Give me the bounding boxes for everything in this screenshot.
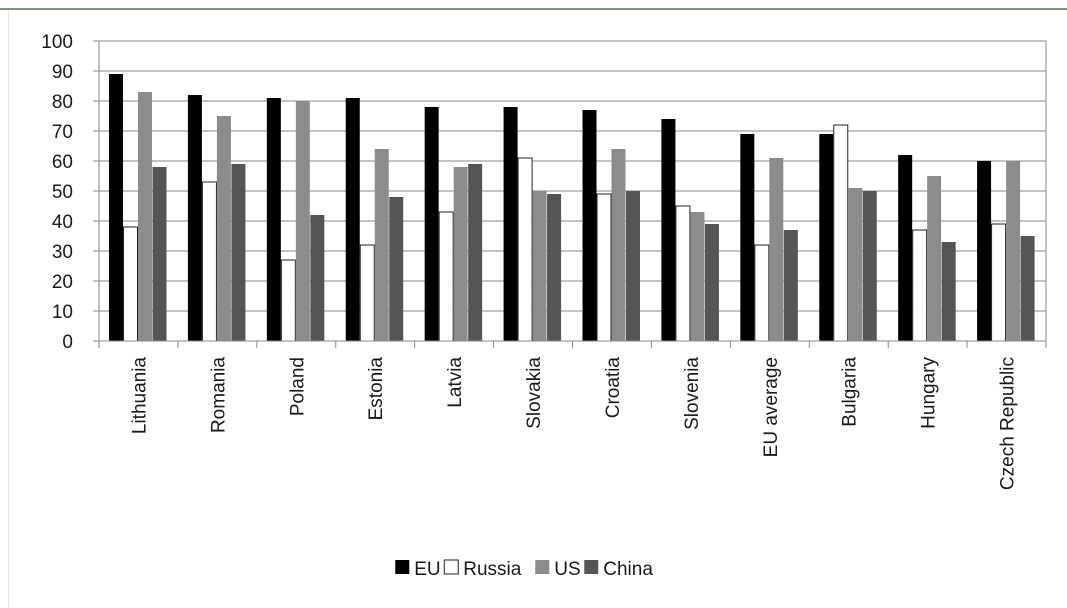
bar-eu-latvia [425,107,439,341]
bar-eu-estonia [346,98,360,341]
bar-russia-croatia [597,194,611,341]
bar-us-slovakia [533,191,547,341]
bar-eu-poland [267,98,281,341]
bar-russia-bulgaria [834,125,848,341]
bar-eu-slovakia [504,107,518,341]
bar-eu-lithuania [109,74,123,341]
bar-eu-romania [188,95,202,341]
legend-swatch-russia [444,560,458,574]
bar-china-poland [310,215,324,341]
legend-label-russia: Russia [463,559,522,580]
x-category-label: Slovakia [524,357,545,429]
bar-russia-slovenia [676,206,690,341]
bar-russia-poland [281,260,295,341]
bar-russia-czech-republic [992,224,1006,341]
x-category-label: EU average [761,357,782,457]
legend-label-china: China [603,559,653,580]
y-tick-label: 100 [41,32,73,53]
bar-eu-hungary [898,155,912,341]
bar-us-bulgaria [848,188,862,341]
y-tick-label: 50 [52,182,73,203]
bar-china-czech-republic [1021,236,1035,341]
y-tick-label: 20 [52,272,73,293]
bar-eu-eu-average [740,134,754,341]
bar-russia-slovakia [518,158,532,341]
bar-us-poland [296,101,310,341]
bar-us-eu-average [769,158,783,341]
bar-eu-czech-republic [977,161,991,341]
bar-us-romania [217,116,231,341]
bar-china-hungary [942,242,956,341]
y-tick-label: 40 [52,212,73,233]
bar-us-hungary [927,176,941,341]
x-category-label: Poland [287,357,308,416]
legend-label-us: US [554,559,580,580]
y-tick-label: 30 [52,242,73,263]
bar-china-lithuania [153,167,167,341]
bar-russia-eu-average [755,245,769,341]
bar-china-estonia [389,197,403,341]
x-category-label: Estonia [366,357,387,421]
x-category-label: Slovenia [682,357,703,430]
bar-eu-bulgaria [819,134,833,341]
bar-eu-croatia [583,110,597,341]
bar-china-slovakia [547,194,561,341]
bar-china-croatia [626,191,640,341]
x-category-label: Czech Republic [998,357,1019,490]
bar-russia-hungary [913,230,927,341]
legend-swatch-eu [395,560,409,574]
bar-eu-slovenia [661,119,675,341]
bar-russia-romania [202,182,216,341]
bar-us-slovenia [690,212,704,341]
bar-china-eu-average [784,230,798,341]
bar-us-croatia [612,149,626,341]
legend-swatch-us [535,560,549,574]
y-tick-label: 60 [52,152,73,173]
x-category-label: Hungary [919,357,940,429]
bar-us-estonia [375,149,389,341]
y-tick-label: 80 [52,92,73,113]
x-category-label: Croatia [603,357,624,419]
y-tick-label: 70 [52,122,73,143]
legend-label-eu: EU [414,559,440,580]
y-tick-label: 10 [52,302,73,323]
x-category-label: Latvia [445,357,466,408]
bar-china-slovenia [705,224,719,341]
bar-russia-latvia [439,212,453,341]
bar-china-latvia [468,164,482,341]
x-category-label: Bulgaria [840,357,861,427]
x-category-label: Lithuania [129,357,150,435]
bar-china-bulgaria [863,191,877,341]
y-tick-label: 90 [52,62,73,83]
bar-us-latvia [454,167,468,341]
bar-us-lithuania [138,92,152,341]
bar-china-romania [231,164,245,341]
legend-swatch-china [584,560,598,574]
bar-us-czech-republic [1006,161,1020,341]
y-tick-label: 0 [62,332,73,353]
x-category-label: Romania [208,357,229,433]
bar-russia-lithuania [124,227,138,341]
bar-russia-estonia [360,245,374,341]
